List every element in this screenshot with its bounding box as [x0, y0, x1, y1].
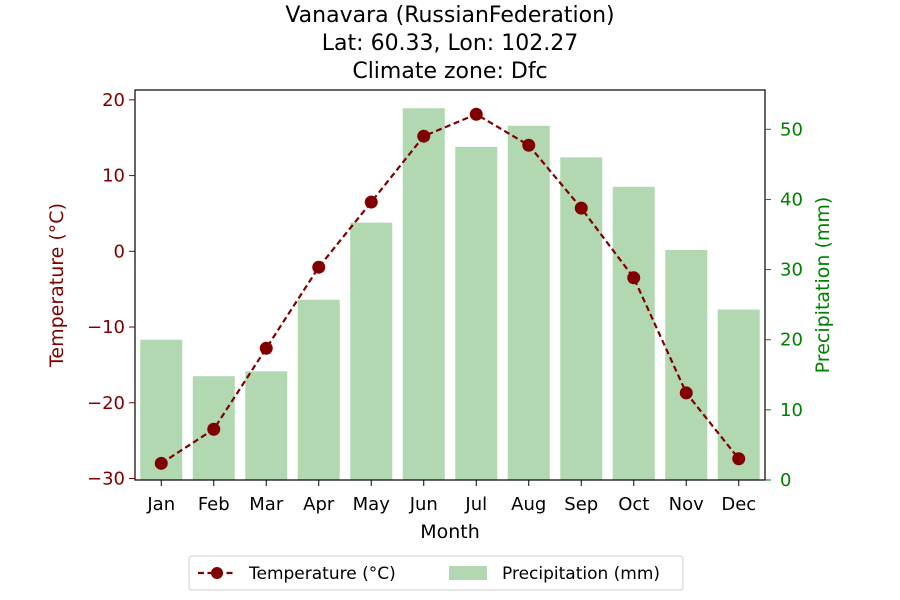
temperature-tick-label: 0: [114, 241, 125, 262]
legend-box: [188, 555, 684, 591]
precipitation-bar-jul: [455, 146, 498, 481]
temperature-axis: −30 −20 −10 0 10 20: [87, 90, 135, 489]
title-line-1: Vanavara (RussianFederation): [285, 3, 614, 28]
precipitation-tick-label: 50: [780, 119, 803, 140]
x-tick-label: Apr: [303, 494, 335, 515]
x-tick-label: Oct: [618, 494, 649, 515]
temperature-point-oct: [627, 271, 641, 285]
chart-title: Vanavara (RussianFederation) Lat: 60.33,…: [285, 3, 614, 84]
precipitation-bar-dec: [717, 309, 760, 480]
legend-temperature-marker: [211, 567, 223, 579]
temperature-point-may: [364, 195, 378, 209]
temperature-point-dec: [732, 452, 746, 466]
legend-temperature-label: Temperature (°C): [248, 564, 396, 584]
x-tick-label: May: [353, 494, 391, 515]
legend: Temperature (°C) Precipitation (mm): [188, 555, 684, 591]
x-tick-label: Jun: [409, 494, 438, 515]
temperature-point-jan: [154, 456, 168, 470]
precipitation-bar-mar: [245, 371, 288, 480]
precipitation-bar-aug: [507, 125, 550, 481]
x-axis-label: Month: [420, 521, 480, 543]
temperature-axis-label: Temperature (°C): [46, 203, 68, 368]
temperature-point-apr: [312, 260, 326, 274]
temperature-point-mar: [259, 341, 273, 355]
precipitation-bar-oct: [612, 186, 655, 480]
x-tick-label: Mar: [249, 494, 284, 515]
precipitation-tick-label: 30: [780, 260, 803, 281]
x-tick-label: Nov: [669, 494, 704, 515]
x-tick-label: Aug: [511, 494, 546, 515]
precipitation-axis: 0 10 20 30 40 50: [765, 119, 803, 491]
precipitation-tick-label: 0: [780, 470, 791, 491]
precipitation-tick-label: 10: [780, 400, 803, 421]
x-axis: Jan Feb Mar Apr May Jun Jul Aug Sep Oct Nov Dec: [146, 480, 756, 515]
temperature-tick-label: −10: [87, 317, 125, 338]
x-tick-label: Dec: [721, 494, 756, 515]
precipitation-bar-jan: [140, 339, 183, 480]
temperature-tick-label: 10: [102, 166, 125, 187]
title-line-2: Lat: 60.33, Lon: 102.27: [322, 31, 578, 56]
legend-precipitation-swatch: [449, 566, 487, 580]
x-tick-label: Sep: [564, 494, 598, 515]
temperature-point-feb: [207, 422, 221, 436]
precipitation-axis-label: Precipitation (mm): [812, 197, 834, 374]
temperature-point-nov: [679, 386, 693, 400]
x-tick-label: Feb: [198, 494, 230, 515]
temperature-point-sep: [574, 201, 588, 215]
temperature-tick-label: −20: [87, 393, 125, 414]
x-tick-label: Jul: [464, 494, 487, 515]
temperature-point-jun: [417, 129, 431, 143]
precipitation-bar-may: [350, 222, 393, 480]
temperature-point-jul: [469, 107, 483, 121]
x-tick-label: Jan: [146, 494, 175, 515]
temperature-line: [160, 113, 740, 465]
temperature-tick-label: −30: [87, 468, 125, 489]
precipitation-tick-label: 40: [780, 189, 803, 210]
precipitation-bar-apr: [297, 299, 340, 480]
precipitation-bar-jun: [402, 108, 445, 480]
legend-precipitation-label: Precipitation (mm): [502, 564, 660, 584]
title-line-3: Climate zone: Dfc: [352, 59, 547, 84]
temperature-series: [154, 107, 746, 470]
precipitation-tick-label: 20: [780, 330, 803, 351]
temperature-point-aug: [522, 138, 536, 152]
precipitation-bar-nov: [665, 249, 708, 480]
temperature-tick-label: 20: [102, 90, 125, 111]
plot-frame: [134, 89, 766, 481]
precipitation-bars: [140, 108, 760, 481]
